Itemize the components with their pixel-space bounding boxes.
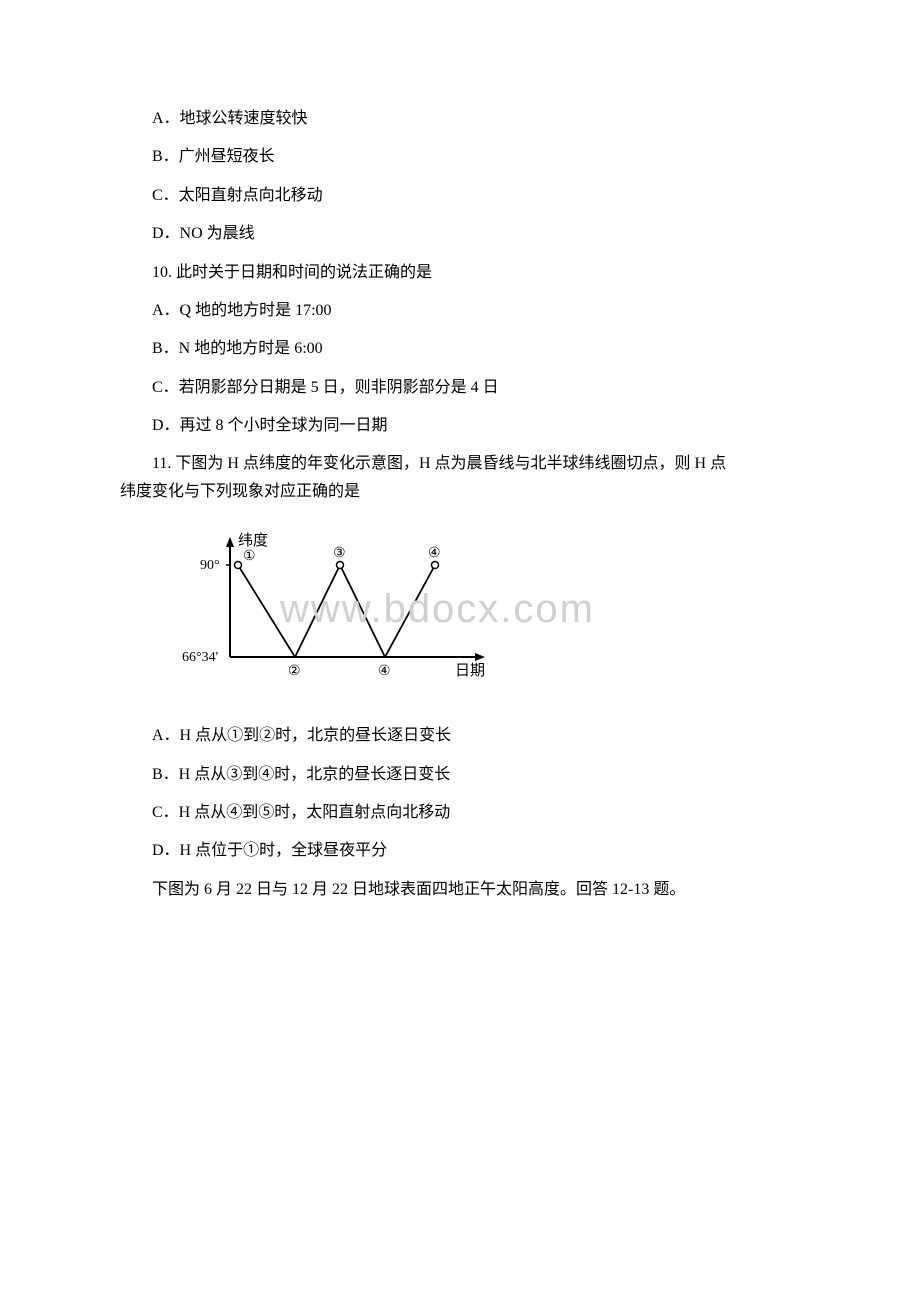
q9-option-c: C．太阳直射点向北移动 [120,177,800,215]
q11-option-d: D．H 点位于①时，全球昼夜平分 [120,832,800,870]
point-1: ① [243,549,256,564]
y-tick-6634: 66°34' [182,650,218,665]
watermark-text: www.bdocx.com [280,587,595,632]
point-2: ② [288,664,301,679]
q9-option-b: B．广州昼短夜长 [120,138,800,176]
q11-stem: 11. 下图为 H 点纬度的年变化示意图，H 点为晨昏线与北半球纬线圈切点，则 … [120,450,800,508]
q11-stem-line2: 纬度变化与下列现象对应正确的是 [120,478,800,507]
q10-option-d: D．再过 8 个小时全球为同一日期 [120,407,800,445]
q9-option-a: A．地球公转速度较快 [120,100,800,138]
point-5: ④ [428,546,441,561]
q10-stem: 10. 此时关于日期和时间的说法正确的是 [120,254,800,292]
q10-option-a: A．Q 地的地方时是 17:00 [120,292,800,330]
q11-option-c: C．H 点从④到⑤时，太阳直射点向北移动 [120,794,800,832]
x-axis-label: 日期 [455,662,485,679]
q9-option-d: D．NO 为晨线 [120,215,800,253]
y-axis-label: 纬度 [238,532,268,549]
point-4: ④ [378,664,391,679]
point-3: ③ [333,546,346,561]
q12-intro: 下图为 6 月 22 日与 12 月 22 日地球表面四地正午太阳高度。回答 1… [120,871,800,909]
q10-option-b: B．N 地的地方时是 6:00 [120,330,800,368]
q11-stem-line1: 11. 下图为 H 点纬度的年变化示意图，H 点为晨昏线与北半球纬线圈切点，则 … [120,450,800,479]
q11-option-a: A．H 点从①到②时，北京的昼长逐日变长 [120,717,800,755]
q10-option-c: C．若阴影部分日期是 5 日，则非阴影部分是 4 日 [120,369,800,407]
latitude-diagram: www.bdocx.com 纬度 90° 66°34' 日期 [180,527,800,687]
y-tick-90: 90° [200,558,220,573]
q11-option-b: B．H 点从③到④时，北京的昼长逐日变长 [120,756,800,794]
